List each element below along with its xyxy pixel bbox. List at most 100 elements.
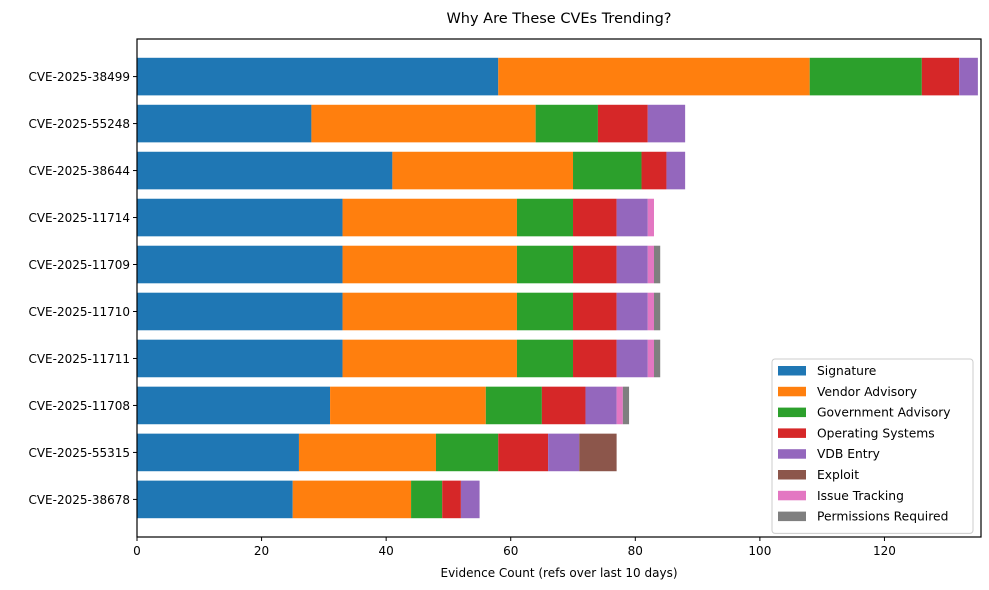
bar-segment-vendor-advisory <box>311 104 536 143</box>
bar-segment-vendor-advisory <box>498 57 810 96</box>
bar-segment-operating-systems <box>498 433 549 472</box>
bar-segment-vdb-entry <box>616 292 648 331</box>
bar-segment-vendor-advisory <box>392 151 574 190</box>
x-tick-label: 40 <box>379 544 394 558</box>
bar-segment-vdb-entry <box>959 57 978 96</box>
bar-segment-vendor-advisory <box>292 480 412 519</box>
bar-segment-exploit <box>579 433 617 472</box>
bar-segment-vdb-entry <box>616 198 648 237</box>
legend-swatch <box>778 428 806 438</box>
bar-segment-vdb-entry <box>616 339 648 378</box>
bar-segment-operating-systems <box>641 151 667 190</box>
bar-segment-issue-tracking <box>647 198 654 237</box>
bar-segment-operating-systems <box>573 292 617 331</box>
legend-label: Permissions Required <box>817 510 948 524</box>
bar-segment-vendor-advisory <box>342 198 517 237</box>
bar-segment-signature <box>137 57 499 96</box>
chart-title: Why Are These CVEs Trending? <box>446 11 671 27</box>
bar-segment-permissions-required <box>653 292 661 331</box>
bar-segment-vdb-entry <box>548 433 580 472</box>
bar-segment-government-advisory <box>485 386 542 425</box>
y-axis-ticks: CVE-2025-38499 CVE-2025-55248 CVE-2025-386… <box>28 70 137 507</box>
bar-segment-vdb-entry <box>460 480 480 519</box>
legend-label: Government Advisory <box>817 406 951 420</box>
legend-label: Exploit <box>817 468 859 482</box>
bar-segment-operating-systems <box>573 245 617 284</box>
bar-segment-vdb-entry <box>666 151 686 190</box>
bar-segment-signature <box>137 104 312 143</box>
bar-segment-government-advisory <box>809 57 922 96</box>
y-tick-label: CVE-2025-11714 <box>28 211 130 225</box>
x-tick-label: 60 <box>503 544 518 558</box>
bar-segment-government-advisory <box>516 339 574 378</box>
legend-swatch <box>778 511 806 522</box>
bar-segment-government-advisory <box>573 151 642 190</box>
plot-area-frame <box>136 38 982 538</box>
bar-segment-signature <box>137 480 293 519</box>
bar-segment-permissions-required <box>653 245 661 284</box>
bar-segment-permissions-required <box>653 339 661 378</box>
bar-segment-vendor-advisory <box>342 245 517 284</box>
bar-segment-government-advisory <box>535 104 598 143</box>
legend-swatch <box>778 490 806 501</box>
y-tick-label: CVE-2025-11708 <box>28 399 130 413</box>
legend-label: Operating Systems <box>817 426 935 440</box>
x-tick-label: 120 <box>873 544 896 558</box>
bar-segment-permissions-required <box>622 386 630 425</box>
bar-segment-government-advisory <box>411 480 443 519</box>
legend-label: Issue Tracking <box>817 489 904 503</box>
legend-swatch <box>778 449 806 459</box>
bar-segment-vendor-advisory <box>342 292 517 331</box>
x-axis-ticks: 0 20 40 60 80 100 120 <box>133 537 896 558</box>
legend-swatch <box>778 386 806 397</box>
y-tick-label: CVE-2025-55248 <box>28 117 130 131</box>
bar-segment-vendor-advisory <box>330 386 486 425</box>
bar-segment-operating-systems <box>573 198 617 237</box>
bar-segment-vendor-advisory <box>298 433 436 472</box>
bar-segment-operating-systems <box>573 339 617 378</box>
legend-swatch <box>778 470 806 480</box>
x-tick-label: 0 <box>133 544 141 558</box>
legend-swatch <box>778 407 806 418</box>
bar-segment-signature <box>137 433 299 472</box>
legend-swatch <box>778 366 806 376</box>
bar-segment-operating-systems <box>597 104 648 143</box>
bar-segment-operating-systems <box>921 57 960 96</box>
x-tick-label: 20 <box>254 544 269 558</box>
y-tick-label: CVE-2025-11709 <box>28 258 130 272</box>
bar-segment-signature <box>137 245 343 284</box>
legend-label: VDB Entry <box>817 447 880 461</box>
bar-segment-operating-systems <box>442 480 461 519</box>
bar-segment-issue-tracking <box>647 292 654 331</box>
x-tick-label: 100 <box>748 544 771 558</box>
legend-box <box>771 358 974 534</box>
legend-label: Vendor Advisory <box>817 385 917 399</box>
y-tick-label: CVE-2025-11711 <box>28 352 130 366</box>
bar-segment-vdb-entry <box>647 104 686 143</box>
bar-segment-signature <box>137 198 343 237</box>
bar-segment-vendor-advisory <box>342 339 517 378</box>
bar-segment-government-advisory <box>435 433 499 472</box>
bar-segment-operating-systems <box>541 386 586 425</box>
bar-segment-signature <box>137 151 393 190</box>
bar-segment-government-advisory <box>516 292 574 331</box>
legend: Signature Vendor Advisory Government Advis… <box>771 358 974 534</box>
y-tick-label: CVE-2025-55315 <box>28 446 130 460</box>
bar-segment-vdb-entry <box>616 245 648 284</box>
bar-segment-issue-tracking <box>616 386 623 425</box>
bar-segment-signature <box>137 292 343 331</box>
legend-label: Signature <box>817 364 876 378</box>
x-tick-label: 80 <box>628 544 643 558</box>
bar-segment-government-advisory <box>516 198 574 237</box>
bar-segment-issue-tracking <box>647 339 654 378</box>
bar-segment-signature <box>137 339 343 378</box>
bar-segment-issue-tracking <box>647 245 654 284</box>
bar-segment-signature <box>137 386 331 425</box>
x-axis-label: Evidence Count (refs over last 10 days) <box>440 566 677 580</box>
y-tick-label: CVE-2025-38678 <box>28 493 130 507</box>
bar-segment-government-advisory <box>516 245 574 284</box>
bar-segment-vdb-entry <box>585 386 617 425</box>
y-tick-label: CVE-2025-38644 <box>28 164 130 178</box>
bars-group <box>137 57 978 519</box>
